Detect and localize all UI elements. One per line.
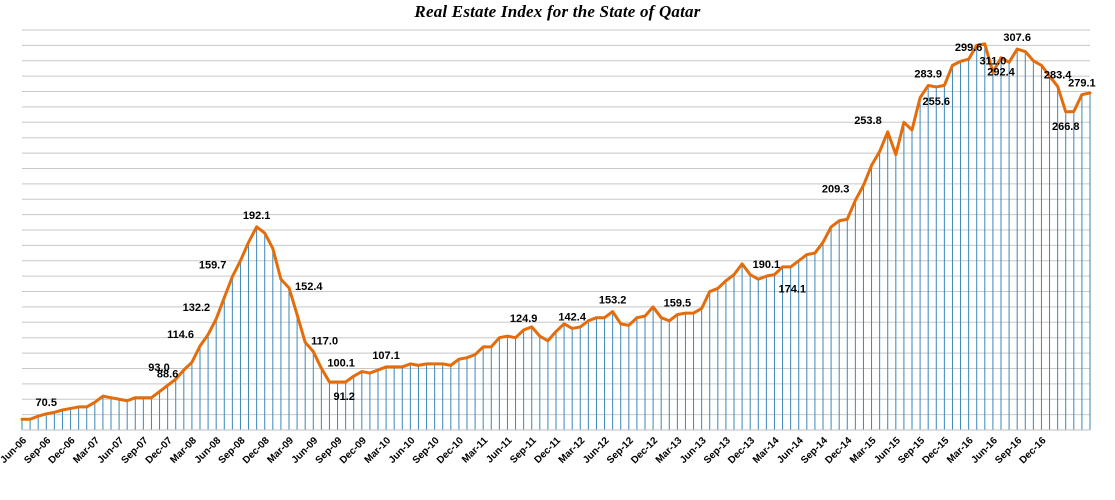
data-label: 311.0 <box>979 55 1006 67</box>
data-label: 192.1 <box>243 210 271 222</box>
data-label: 255.6 <box>923 96 951 108</box>
x-tick-label: Dec-07 <box>144 435 175 466</box>
data-label: 266.8 <box>1052 121 1080 133</box>
x-tick-label: Dec-12 <box>629 435 660 466</box>
data-label: 91.2 <box>333 391 354 403</box>
chart-title: Real Estate Index for the State of Qatar <box>414 2 701 21</box>
index-series-line <box>20 42 1092 421</box>
data-label: 152.4 <box>295 281 323 293</box>
data-label: 88.6 <box>157 368 178 380</box>
data-label: 307.6 <box>1003 32 1031 44</box>
data-label: 100.1 <box>327 357 355 369</box>
data-label: 142.4 <box>558 311 586 323</box>
data-label: 283.9 <box>914 69 942 81</box>
data-label: 114.6 <box>167 329 194 341</box>
x-tick-label: Dec-09 <box>338 435 369 466</box>
data-label: 292.4 <box>987 67 1015 79</box>
data-label: 283.4 <box>1044 69 1072 81</box>
x-tick-label: Dec-13 <box>726 435 757 466</box>
data-label: 132.2 <box>183 302 211 314</box>
data-label: 174.1 <box>778 284 806 296</box>
data-label: 209.3 <box>822 183 850 195</box>
x-tick-labels: Jun-06Sep-06Dec-06Mar-07Jun-07Sep-07Dec-… <box>0 435 1049 466</box>
x-tick-label: Mar-11 <box>460 435 490 465</box>
data-label: 299.6 <box>955 42 983 54</box>
data-label: 159.7 <box>199 260 227 272</box>
data-label: 107.1 <box>372 350 400 362</box>
data-label: 93.0 <box>148 362 169 374</box>
data-label: 190.1 <box>753 259 781 271</box>
x-tick-label: Dec-06 <box>47 435 78 466</box>
data-label: 253.8 <box>854 115 882 127</box>
data-label: 153.2 <box>599 295 627 307</box>
x-tick-label: Dec-14 <box>823 435 854 466</box>
data-labels: 70.5 88.693.0 114.6 132.2 159.7 192.1 152.4 117… <box>36 32 1096 409</box>
drop-lines <box>21 43 1091 430</box>
x-tick-label: Dec-16 <box>1018 435 1049 466</box>
x-tick-label: Dec-10 <box>435 435 466 466</box>
x-tick-label: Dec-15 <box>920 435 951 466</box>
data-label: 70.5 <box>36 397 57 409</box>
data-label: 124.9 <box>510 313 538 325</box>
data-label: 159.5 <box>664 298 692 310</box>
data-label: 279.1 <box>1068 78 1096 90</box>
data-label: 117.0 <box>311 335 338 347</box>
x-tick-label: Dec-08 <box>241 435 272 466</box>
